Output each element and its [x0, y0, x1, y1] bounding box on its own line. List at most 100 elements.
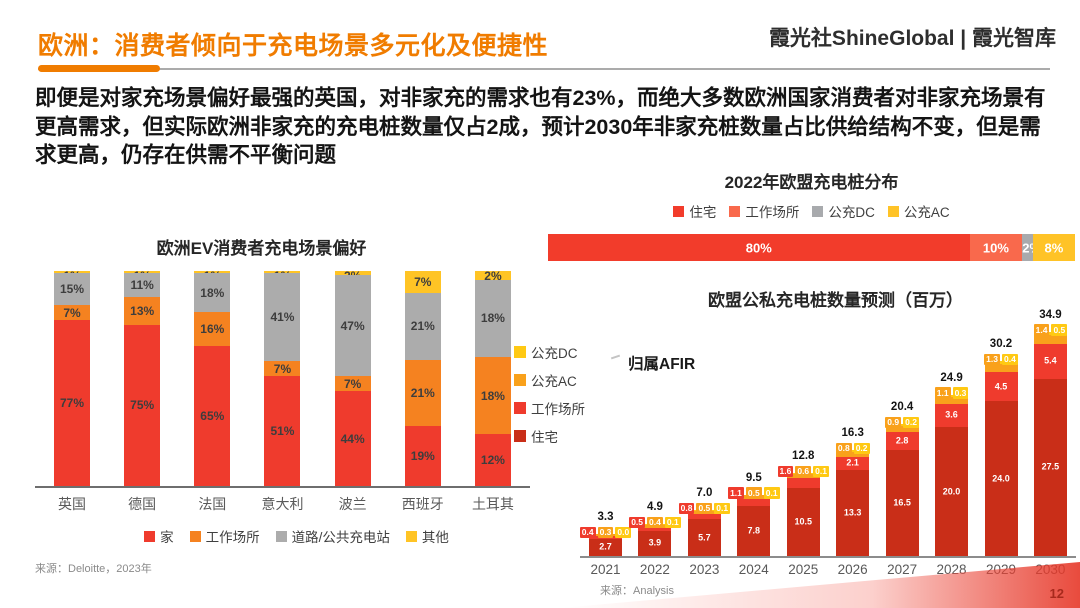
chart-eu-distribution: 2022年欧盟充电桩分布 住宅 工作场所 公充DC 公充AC 80% 10% 2% 8%	[548, 168, 1075, 261]
bar-callout-公充DC: 0.2	[853, 442, 870, 455]
bar-segment-工作场所: 7%	[264, 361, 301, 377]
stacked-bar: 1%18%16%65%	[194, 270, 231, 486]
bar-segment-value: 2%	[1022, 240, 1042, 255]
page-number: 12	[1049, 586, 1064, 601]
bar-callout-chips: 0.8 0.5 0.1	[678, 502, 731, 515]
intro-paragraph: 即便是对家充场景偏好最强的英国，对非家充的需求也有23%，而绝大多数欧洲国家消费…	[35, 86, 1046, 168]
bar-segment-value: 21%	[410, 385, 435, 400]
bar-segment-value: 21%	[410, 319, 435, 334]
x-axis-label: 波兰	[338, 496, 367, 512]
bar-segment-value: 7.8	[747, 525, 761, 536]
bar-column-2028: 24.9 1.1 0.3 3.6 20.0	[928, 372, 975, 556]
bar-callout-公充DC: 0.1	[813, 465, 829, 478]
bar-segment-value: 5.4	[1044, 355, 1057, 366]
bar-segment-value: 8%	[1044, 240, 1064, 255]
bar-segment-住宅: 2.7	[589, 538, 622, 556]
bar-segment-value: 2.8	[895, 435, 909, 446]
bar-segment-工作场所: 13%	[124, 296, 161, 325]
bar-column-2021: 3.3 0.4 0.3 0.0 2.7	[579, 511, 632, 556]
chart-legend: 住宅 工作场所 公充DC 公充AC	[548, 201, 1075, 221]
legend-item-公充DC: 公充DC	[812, 201, 875, 221]
chart-title: 2022年欧盟充电桩分布	[724, 173, 899, 192]
bar-segment-家: 77%	[54, 320, 90, 486]
bar-total-value: 16.3	[841, 427, 864, 440]
bar-segment-住宅: 80%	[548, 234, 970, 261]
bar-segment-value: 13.3	[843, 507, 862, 518]
bar-callout-公充DC: 0.3	[952, 387, 969, 399]
bar-total-value: 12.8	[792, 450, 815, 463]
bar-callout-公充AC: 1.3	[984, 353, 1000, 366]
bar-segment-value: 10%	[982, 240, 1009, 255]
title-divider-line	[38, 68, 1050, 70]
bar-callout-公充AC: 0.6	[795, 465, 812, 478]
afir-annotation: 归属AFIR	[628, 356, 696, 373]
bar-total-value: 3.3	[597, 511, 614, 524]
bar-segment-道路/公共充电站: 11%	[124, 273, 161, 297]
bar-segment-value: 47%	[340, 318, 365, 333]
chart-eu-forecast: 欧盟公私充电桩数量预测（百万） 公充DC 公充AC 工作场所 住宅 归属AFIR 3.…	[508, 286, 1076, 598]
bar-segment-道路/公共充电站: 15%	[54, 273, 90, 306]
bar-segment-value: 16.5	[893, 497, 911, 508]
bar-segment-工作场所: 21%	[404, 359, 441, 426]
bar-segment-value: 18%	[200, 285, 225, 300]
legend-label: 公充DC	[828, 205, 875, 220]
legend-label: 公充DC	[531, 346, 578, 361]
legend-item-住宅: 住宅	[514, 426, 585, 446]
bar-segment-value: 44%	[340, 431, 365, 446]
bar-segment-工作场所: 4.5	[984, 372, 1018, 402]
bar-callout-工作场所: 0.5	[629, 516, 646, 529]
chart-x-axis-labels: 英国 德国 法国 意大利 波兰 西班牙 土耳其	[35, 494, 530, 514]
x-axis-label: 德国	[128, 496, 157, 512]
bar-callout-公充DC: 0.5	[1051, 324, 1068, 336]
stacked-bar: 3.9	[638, 524, 672, 556]
legend-swatch	[887, 205, 899, 217]
bar-callout-chips: 0.9 0.2	[884, 416, 920, 429]
bar-total-value: 34.9	[1039, 308, 1062, 321]
x-axis-label: 2024	[738, 562, 769, 577]
x-axis-label: 2023	[689, 562, 720, 577]
bar-segment-住宅: 20.0	[935, 427, 969, 556]
bar-segment-value: 51%	[270, 424, 295, 439]
bar-callout-公充AC: 0.9	[885, 416, 902, 429]
bar-column-2026: 16.3 0.8 0.2 2.1 13.3	[829, 428, 876, 556]
legend-label: 道路/公共充电站	[291, 530, 390, 545]
legend-item-道路/公共充电站: 道路/公共充电站	[275, 526, 390, 546]
legend-swatch	[673, 205, 685, 217]
bar-segment-value: 5.7	[698, 532, 711, 543]
chart-ev-preference: 欧洲EV消费者充电场景偏好 1%15%7%77%1%11%13%75%1%18%…	[35, 234, 530, 546]
bar-segment-value: 27.5	[1041, 461, 1060, 472]
bar-segment-公充DC: 2%	[1022, 234, 1042, 261]
bar-total-value: 7.0	[696, 487, 713, 500]
bar-segment-公充AC: 8%	[1032, 234, 1075, 261]
stacked-bar: 5.7	[687, 510, 721, 556]
legend-label: 家	[160, 530, 174, 545]
bar-callout-工作场所: 1.6	[777, 465, 794, 478]
bar-segment-工作场所: 7%	[334, 376, 371, 392]
bar-callout-公充DC: 0.0	[615, 526, 632, 539]
brand-logo: 霞光社ShineGlobal | 霞光智库	[768, 27, 1056, 50]
stacked-bar: 4.5 24.0	[984, 361, 1018, 556]
bar-segment-value: 11%	[130, 277, 154, 292]
bar-callout-chips: 1.4 0.5	[1033, 324, 1069, 336]
x-axis-label: 西班牙	[401, 496, 444, 512]
bar-segment-家: 19%	[404, 425, 441, 486]
bar-segment-value: 19%	[410, 448, 435, 463]
bar-column-2022: 4.9 0.5 0.4 0.1 3.9	[629, 502, 681, 556]
bar-total-value: 20.4	[890, 401, 914, 414]
bar-segment-工作场所: 5.4	[1033, 343, 1067, 379]
bar-callout-chips: 1.6 0.6 0.1	[777, 465, 830, 478]
bar-column-2023: 7.0 0.8 0.5 0.1 5.7	[678, 487, 731, 556]
bar-segment-value: 7%	[343, 376, 362, 391]
x-axis-label: 2027	[887, 562, 918, 577]
bar-segment-住宅: 13.3	[836, 470, 870, 556]
bar-column-土耳其: 2% 18% 18% 12%	[462, 270, 524, 486]
bar-segment-value: 18%	[480, 311, 505, 326]
chart-plot-area: 80% 10% 2% 8%	[548, 234, 1075, 261]
x-axis-label: 2025	[788, 562, 819, 577]
legend-swatch	[729, 205, 741, 217]
chart-legend: 公充DC 公充AC 工作场所 住宅	[514, 342, 585, 446]
bar-segment-道路/公共充电站: 41%	[264, 273, 301, 362]
bar-segment-家: 12%	[474, 434, 511, 486]
legend-swatch	[514, 430, 526, 442]
legend-item-家: 家	[144, 526, 174, 546]
